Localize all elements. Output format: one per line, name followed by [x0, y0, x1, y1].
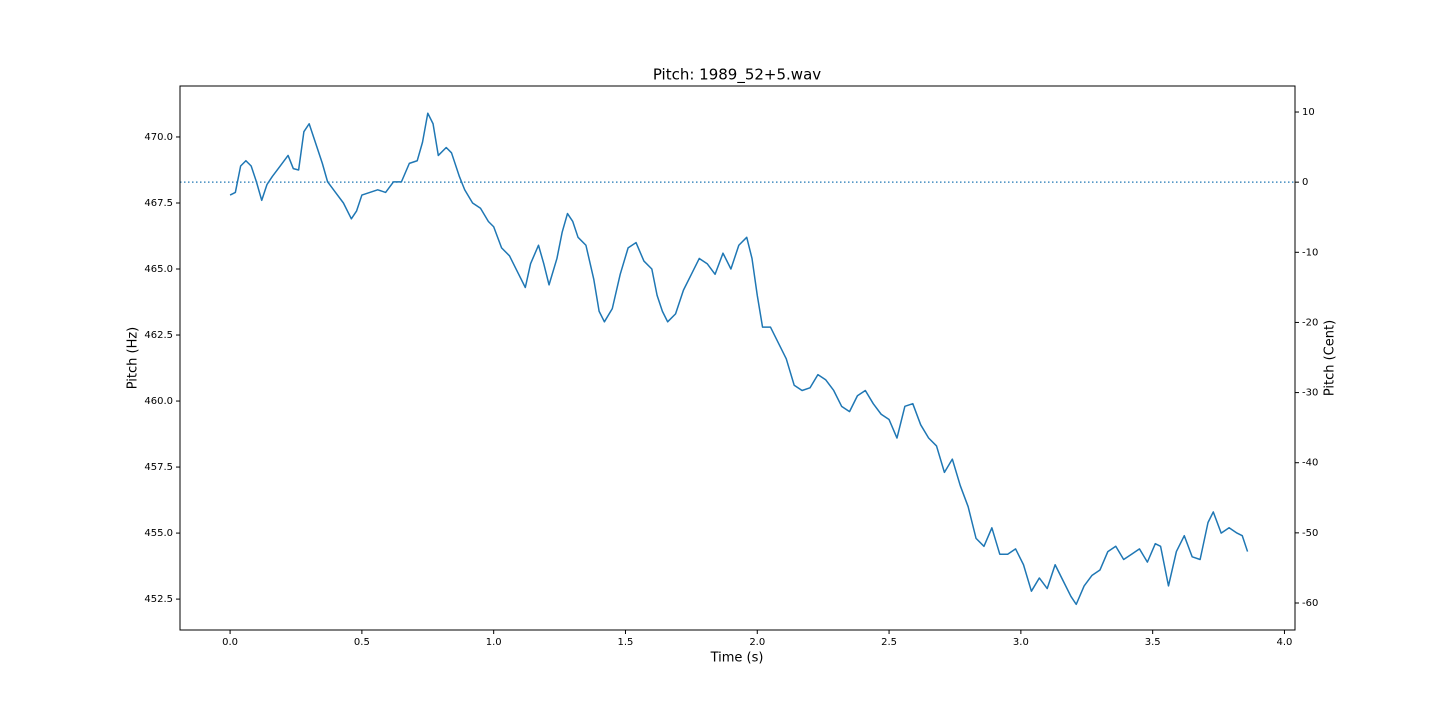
x-tick-label: 2.0 — [749, 637, 765, 648]
y-tick-label: 467.5 — [144, 198, 173, 209]
x-tick-label: 1.5 — [618, 637, 634, 648]
x-tick-label: 2.5 — [881, 637, 897, 648]
y-tick-label: 455.0 — [144, 528, 173, 539]
y2-tick-label: -60 — [1302, 598, 1318, 609]
y-tick-label: 460.0 — [144, 396, 173, 407]
y-tick-label: 457.5 — [144, 462, 173, 473]
x-tick-label: 0.5 — [354, 637, 370, 648]
x-tick-label: 4.0 — [1277, 637, 1293, 648]
x-tick-label: 1.0 — [486, 637, 502, 648]
y-tick-label: 465.0 — [144, 264, 173, 275]
y-tick-label: 452.5 — [144, 594, 173, 605]
y2-axis-label: Pitch (Cent) — [1323, 320, 1338, 396]
y2-tick-label: 10 — [1302, 107, 1315, 118]
plot-frame — [179, 85, 1296, 631]
pitch-line — [229, 112, 1249, 606]
y-tick-label: 462.5 — [144, 330, 173, 341]
y-tick-label: 470.0 — [144, 132, 173, 143]
y2-tick-label: -10 — [1302, 247, 1318, 258]
x-tick-label: 0.0 — [222, 637, 238, 648]
x-axis-label: Time (s) — [710, 651, 764, 666]
x-tick-label: 3.5 — [1145, 637, 1161, 648]
y2-tick-label: -40 — [1302, 458, 1318, 469]
y-axis-label: Pitch (Hz) — [126, 327, 141, 390]
x-tick-label: 3.0 — [1013, 637, 1029, 648]
y2-tick-label: -50 — [1302, 528, 1318, 539]
y2-tick-label: -30 — [1302, 388, 1318, 399]
y2-tick-label: -20 — [1302, 317, 1318, 328]
chart-title: Pitch: 1989_52+5.wav — [653, 66, 821, 85]
y2-tick-label: 0 — [1302, 177, 1308, 188]
